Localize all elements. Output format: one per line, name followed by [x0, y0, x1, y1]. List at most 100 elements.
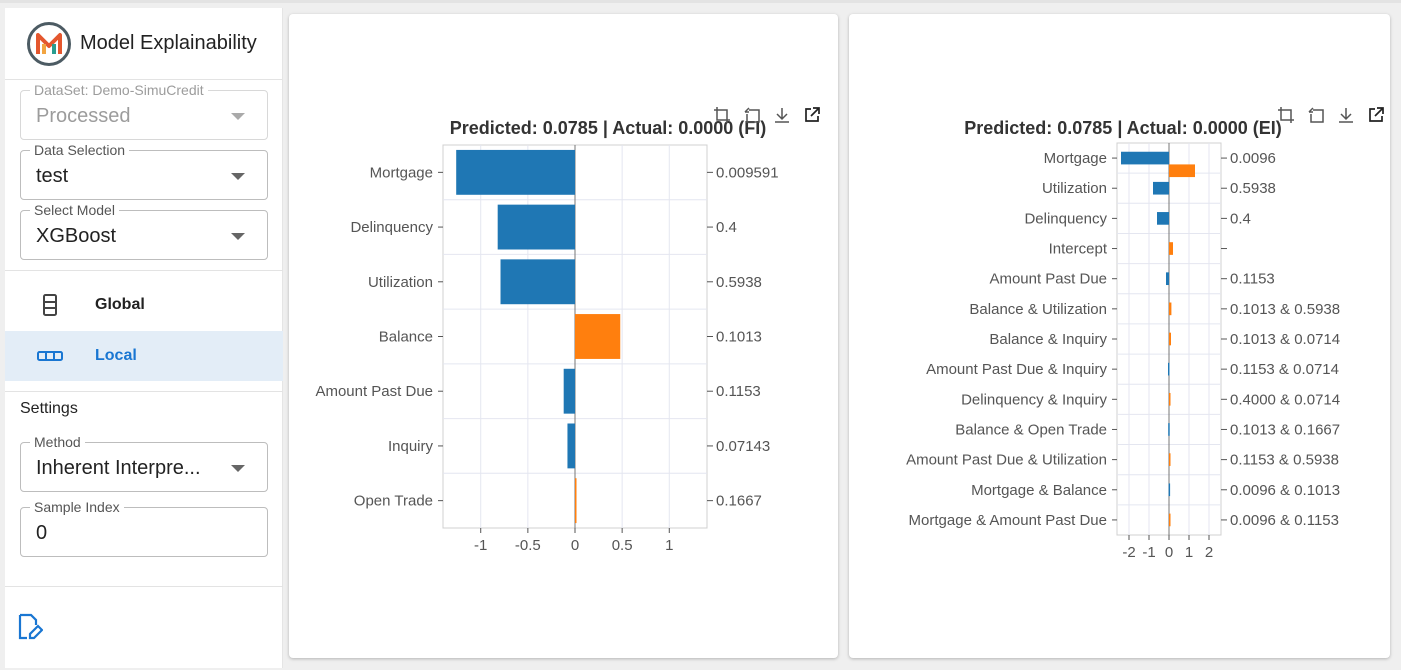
feature-value-label: 0.5938 [1230, 180, 1276, 197]
category-label: Balance & Utilization [969, 301, 1107, 318]
feature-value-label: 0.1153 [1230, 271, 1275, 288]
x-tick-label: -2 [1122, 544, 1135, 561]
download-icon[interactable] [1337, 106, 1355, 124]
category-label: Amount Past Due & Utilization [906, 452, 1107, 469]
feature-value-label: 0.0096 & 0.1153 [1230, 512, 1339, 529]
category-label: Mortgage & Balance [971, 482, 1107, 499]
category-label: Open Trade [354, 493, 433, 510]
feature-value-label: 0.4 [1230, 210, 1251, 227]
chevron-down-icon [231, 233, 245, 240]
feature-value-label: 0.0096 [1230, 150, 1276, 167]
bar [456, 149, 575, 195]
x-tick-label: 0 [571, 537, 579, 554]
crop-icon[interactable] [1277, 106, 1295, 124]
divider [5, 586, 283, 587]
chevron-down-icon [231, 113, 245, 120]
nav-label-global: Global [95, 296, 145, 313]
bar [1166, 272, 1169, 286]
category-label: Mortgage & Amount Past Due [909, 512, 1107, 529]
bar [567, 423, 575, 469]
feature-value-label: 0.009591 [716, 164, 779, 181]
x-tick-label: -1 [474, 537, 487, 554]
dataset-value: Processed [36, 105, 131, 127]
bar [1169, 332, 1171, 346]
crop-icon[interactable] [713, 106, 731, 124]
feature-value-label: 0.1153 & 0.5938 [1230, 452, 1339, 469]
x-tick-label: 1 [665, 537, 673, 554]
feature-value-label: 0.1013 & 0.5938 [1230, 301, 1340, 318]
bar [1157, 212, 1169, 225]
category-label: Balance & Open Trade [955, 421, 1107, 438]
data-selection-legend: Data Selection [30, 142, 130, 158]
nav-item-local[interactable]: Local [5, 331, 283, 381]
x-tick-label: 1 [1185, 544, 1193, 561]
bar [1121, 151, 1169, 165]
sidebar: Model Explainability DataSet: Demo-SimuC… [5, 8, 283, 668]
category-label: Inquiry [388, 438, 434, 455]
nav-item-global[interactable]: Global [5, 280, 283, 330]
x-tick-label: 0.5 [612, 537, 633, 554]
bar [1168, 362, 1170, 376]
data-selection-value: test [36, 165, 69, 187]
data-selection-select[interactable]: Data Selection test [20, 142, 268, 200]
chevron-down-icon [231, 465, 245, 472]
app-title: Model Explainability [80, 32, 257, 54]
sample-index-legend: Sample Index [30, 499, 124, 515]
divider [5, 391, 283, 392]
method-value: Inherent Interpre... [36, 457, 201, 479]
x-tick-label: 0 [1165, 544, 1173, 561]
feature-value-label: 0.07143 [716, 438, 770, 455]
open-external-icon[interactable] [803, 106, 821, 124]
chart-fi: -1 -0.5 0 0.5 1 Predicted: 0.0785 | Actual: 0… [315, 118, 779, 554]
chart-title: Predicted: 0.0785 | Actual: 0.0000 (EI) [964, 118, 1282, 138]
app-logo-icon [27, 21, 71, 66]
chart-card-ei: -2 -1 0 1 2 Predicted: 0.0785 | Actual: 0.000… [849, 14, 1390, 658]
chart-toolbar [1277, 106, 1385, 124]
open-external-icon[interactable] [1367, 106, 1385, 124]
chevron-down-icon [231, 173, 245, 180]
sample-index-field[interactable]: Sample Index 0 [20, 499, 268, 557]
reset-icon[interactable] [743, 106, 761, 124]
bar [500, 259, 575, 305]
dataset-legend: DataSet: Demo-SimuCredit [30, 82, 208, 98]
feature-value-label: 0.4000 & 0.0714 [1230, 391, 1340, 408]
category-label: Balance [379, 329, 433, 346]
category-label: Amount Past Due & Inquiry [926, 361, 1107, 378]
method-legend: Method [30, 434, 85, 450]
bar [575, 478, 577, 524]
download-icon[interactable] [773, 106, 791, 124]
bar [563, 368, 575, 414]
dataset-select[interactable]: DataSet: Demo-SimuCredit Processed [20, 82, 268, 140]
feature-value-label: 0.1667 [716, 493, 762, 510]
method-select[interactable]: Method Inherent Interpre... [20, 434, 268, 492]
x-tick-label: -0.5 [515, 537, 541, 554]
feature-value-label: 0.1153 [716, 383, 761, 400]
bar [1169, 453, 1171, 466]
dots-icon [5, 351, 95, 361]
bar [575, 314, 621, 359]
feature-value-label: 0.1153 & 0.0714 [1230, 361, 1339, 378]
bar [1169, 392, 1171, 406]
category-label: Mortgage [370, 164, 433, 181]
feature-value-label: 0.4 [716, 219, 737, 236]
bar [497, 204, 575, 250]
bar [1168, 483, 1171, 497]
bar [1169, 302, 1172, 316]
settings-title: Settings [20, 400, 78, 417]
feature-value-label: 0.1013 & 0.1667 [1230, 421, 1340, 438]
bar [1169, 513, 1171, 527]
reset-icon[interactable] [1307, 106, 1325, 124]
model-select[interactable]: Select Model XGBoost [20, 202, 268, 260]
x-tick-label: -1 [1142, 544, 1155, 561]
category-label: Amount Past Due [315, 383, 433, 400]
chart-card-fi: -1 -0.5 0 0.5 1 Predicted: 0.0785 | Actual: 0… [289, 14, 838, 658]
chart-ei: -2 -1 0 1 2 Predicted: 0.0785 | Actual: 0.000… [906, 118, 1340, 561]
list-icon [5, 294, 95, 316]
edit-document-icon[interactable] [17, 613, 44, 646]
bar [1168, 423, 1170, 436]
brand-header: Model Explainability [5, 8, 282, 80]
category-label: Amount Past Due [989, 271, 1107, 288]
feature-value-label: 0.0096 & 0.1013 [1230, 482, 1340, 499]
chart-title: Predicted: 0.0785 | Actual: 0.0000 (FI) [450, 118, 767, 138]
divider [5, 270, 283, 271]
